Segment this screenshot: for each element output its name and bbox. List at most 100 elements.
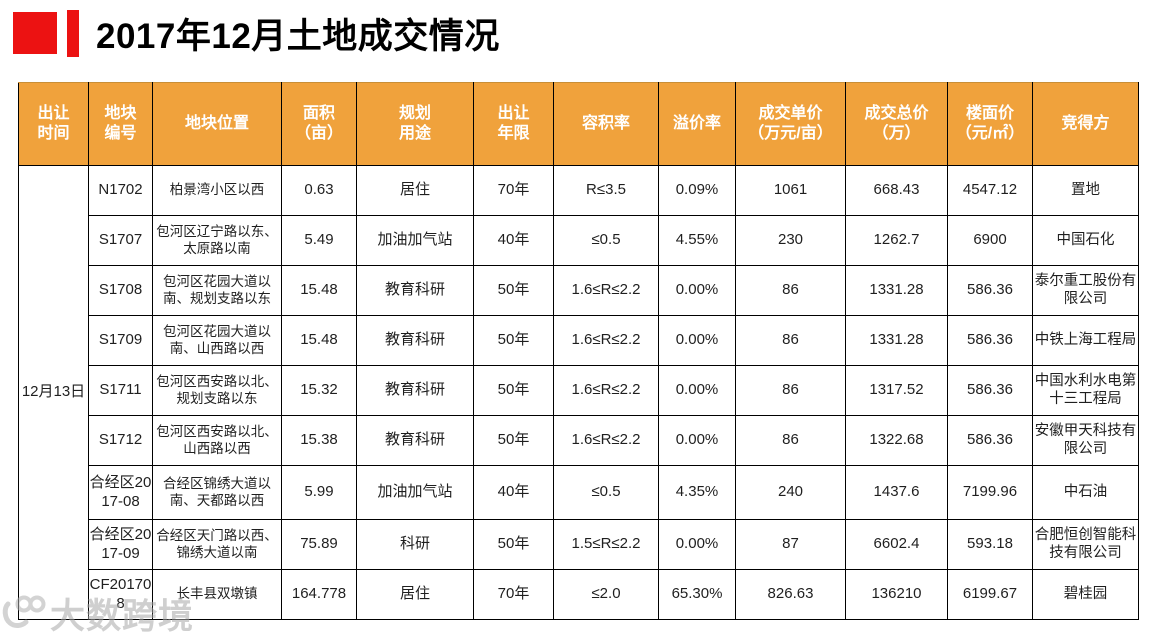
cell-term: 40年 [473,215,554,266]
cell-winner: 合肥恒创智能科技有限公司 [1032,519,1139,570]
table-row: 12月13日 N1702 柏景湾小区以西 0.63 居住 70年 R≤3.5 0… [18,165,1139,620]
cell-total-price: 1262.7 [845,215,948,266]
title-accent-bar [67,9,79,57]
land-transaction-table: 出让 时间 地块 编号 地块位置 面积 （亩） 规划 用途 出让 年限 容积率 … [18,82,1139,620]
header-usage: 规划 用途 [356,82,474,166]
cell-far: R≤3.5 [553,165,659,216]
cell-area: 15.48 [281,265,357,316]
cell-unit-price: 240 [735,465,846,520]
cell-unit-price: 86 [735,265,846,316]
table-row: S1712 包河区西安路以北、山西路以西 15.38 教育科研 50年 1.6≤… [19,415,1139,466]
header-unit-price: 成交单价 （万元/亩） [735,82,846,166]
cell-unit-price: 86 [735,365,846,416]
table-row: S1708 包河区花园大道以南、规划支路以东 15.48 教育科研 50年 1.… [19,265,1139,316]
cell-unit-price: 230 [735,215,846,266]
title-bar: 2017年12月土地成交情况 [13,8,500,58]
cell-total-price: 6602.4 [845,519,948,570]
cell-far: ≤0.5 [553,465,659,520]
cell-plot-id: 合经区2017-09 [88,519,153,570]
table-row: S1707 包河区辽宁路以东、太原路以南 5.49 加油加气站 40年 ≤0.5… [19,215,1139,266]
cell-area: 5.49 [281,215,357,266]
cell-premium: 4.55% [658,215,736,266]
cell-plot-id: S1711 [88,365,153,416]
cell-floor-price: 6199.67 [947,569,1033,620]
cell-term: 70年 [473,569,554,620]
page-title: 2017年12月土地成交情况 [96,16,500,56]
header-total-price: 成交总价 （万） [845,82,948,166]
cell-premium: 0.00% [658,315,736,366]
cell-total-price: 1331.28 [845,315,948,366]
header-premium: 溢价率 [658,82,736,166]
cell-usage: 教育科研 [356,415,474,466]
cell-far: 1.6≤R≤2.2 [553,415,659,466]
cell-winner: 碧桂园 [1032,569,1139,620]
cell-floor-price: 586.36 [947,365,1033,416]
cell-term: 50年 [473,315,554,366]
header-floor-price: 楼面价 （元/㎡） [947,82,1033,166]
cell-term: 50年 [473,365,554,416]
cell-term: 70年 [473,165,554,216]
cell-floor-price: 7199.96 [947,465,1033,520]
cell-plot-id: S1712 [88,415,153,466]
cell-far: 1.6≤R≤2.2 [553,315,659,366]
cell-location: 长丰县双墩镇 [152,569,282,620]
table-row: S1709 包河区花园大道以南、山西路以西 15.48 教育科研 50年 1.6… [19,315,1139,366]
cell-far: 1.6≤R≤2.2 [553,265,659,316]
cell-plot-id: N1702 [88,165,153,216]
cell-winner: 中国石化 [1032,215,1139,266]
cell-usage: 加油加气站 [356,215,474,266]
cell-area: 5.99 [281,465,357,520]
cell-total-price: 1331.28 [845,265,948,316]
table-row: 合经区2017-08 合经区锦绣大道以南、天都路以西 5.99 加油加气站 40… [19,465,1139,520]
cell-area: 164.778 [281,569,357,620]
cell-location: 包河区花园大道以南、山西路以西 [152,315,282,366]
cell-plot-id: S1707 [88,215,153,266]
cell-usage: 教育科研 [356,315,474,366]
cell-winner: 中铁上海工程局 [1032,315,1139,366]
cell-winner: 中石油 [1032,465,1139,520]
cell-far: 1.5≤R≤2.2 [553,519,659,570]
table-row: 合经区2017-09 合经区天门路以西、锦绣大道以南 75.89 科研 50年 … [19,519,1139,570]
cell-floor-price: 586.36 [947,415,1033,466]
cell-premium: 0.00% [658,265,736,316]
cell-floor-price: 593.18 [947,519,1033,570]
header-term: 出让 年限 [473,82,554,166]
header-winner: 竞得方 [1032,82,1139,166]
cell-location: 包河区西安路以北、山西路以西 [152,415,282,466]
cell-usage: 居住 [356,165,474,216]
cell-premium: 0.00% [658,519,736,570]
cell-location: 柏景湾小区以西 [152,165,282,216]
header-row: 出让 时间 地块 编号 地块位置 面积 （亩） 规划 用途 出让 年限 容积率 … [18,82,1139,166]
cell-far: ≤2.0 [553,569,659,620]
cell-floor-price: 6900 [947,215,1033,266]
table-row: S1711 包河区西安路以北、规划支路以东 15.32 教育科研 50年 1.6… [19,365,1139,416]
cell-usage: 科研 [356,519,474,570]
cell-winner: 中国水利水电第十三工程局 [1032,365,1139,416]
cell-plot-id: S1708 [88,265,153,316]
cell-location: 包河区西安路以北、规划支路以东 [152,365,282,416]
cell-usage: 教育科研 [356,365,474,416]
header-plot-id: 地块 编号 [88,82,153,166]
cell-unit-price: 86 [735,415,846,466]
cell-usage: 教育科研 [356,265,474,316]
cell-winner: 安徽甲天科技有限公司 [1032,415,1139,466]
cell-far: ≤0.5 [553,215,659,266]
cell-location: 包河区花园大道以南、规划支路以东 [152,265,282,316]
cell-usage: 加油加气站 [356,465,474,520]
cell-unit-price: 1061 [735,165,846,216]
cell-area: 0.63 [281,165,357,216]
cell-plot-id: S1709 [88,315,153,366]
cell-term: 50年 [473,265,554,316]
cell-winner: 泰尔重工股份有限公司 [1032,265,1139,316]
cell-premium: 0.00% [658,365,736,416]
header-sale-date: 出让 时间 [18,82,89,166]
cell-winner: 置地 [1032,165,1139,216]
cell-plot-id: CF201708 [88,569,153,620]
cell-total-price: 1322.68 [845,415,948,466]
cell-total-price: 1437.6 [845,465,948,520]
cell-premium: 4.35% [658,465,736,520]
cell-location: 包河区辽宁路以东、太原路以南 [152,215,282,266]
cell-floor-price: 586.36 [947,315,1033,366]
cell-far: 1.6≤R≤2.2 [553,365,659,416]
